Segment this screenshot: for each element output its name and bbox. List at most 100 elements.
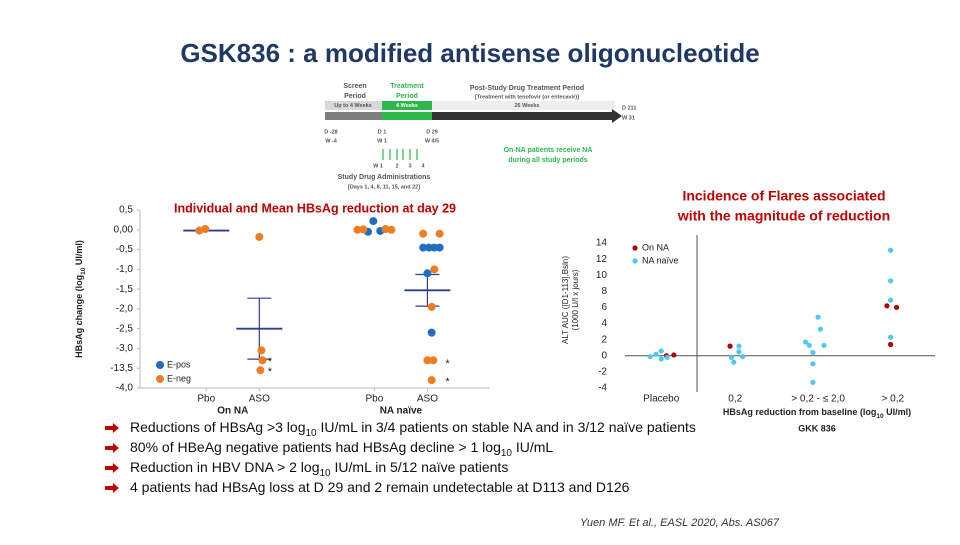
bar <box>325 112 382 120</box>
point <box>736 349 742 355</box>
point <box>806 342 812 348</box>
text-run: HBsAg reduction from baseline (log <box>723 407 877 417</box>
label: Treatment <box>390 83 424 90</box>
annotation: * <box>445 358 450 370</box>
chart-title: with the magnitude of reduction <box>677 208 890 224</box>
point <box>419 229 428 238</box>
subscript: 10 <box>306 428 318 439</box>
point <box>256 366 265 375</box>
bullet-text: Reduction in HBV DNA > 2 log10 IU/mL in … <box>130 459 508 479</box>
label: W 1 <box>377 138 387 144</box>
chart-title: Incidence of Flares associated <box>682 188 885 204</box>
annotation: * <box>268 356 273 368</box>
label: [Days 1, 4, 8, 11, 15, and 22] <box>348 184 420 190</box>
y-tick-label: -2,5 <box>116 323 134 334</box>
x-tick-label: ASO <box>417 394 438 405</box>
admin-arrows <box>382 149 418 160</box>
point <box>671 352 677 358</box>
text-run: Reductions of HBsAg >3 log <box>130 419 306 435</box>
point <box>888 247 894 253</box>
label: On-NA patients receive NA <box>504 147 593 154</box>
y-tick-label: 14 <box>596 238 608 249</box>
y-axis-label: ALT AUC ([D1-113],Bsln) <box>561 256 570 344</box>
y-tick-label: 0,5 <box>119 205 133 216</box>
point <box>430 265 439 274</box>
point <box>435 243 444 252</box>
y-tick-label: -0,5 <box>116 244 134 255</box>
legend-label: E-neg <box>167 373 191 383</box>
annotation: * <box>268 366 273 378</box>
citation: Yuen MF. Et al., EASL 2020, Abs. AS067 <box>580 517 780 529</box>
y-tick-label: 8 <box>601 286 607 297</box>
label: Post-Study Drug Treatment Period <box>470 85 584 92</box>
label: 4 Weeks <box>396 103 418 109</box>
y-axis-label: HBsAg change (log10 UI/ml) <box>74 240 87 358</box>
legend-label: E-pos <box>167 359 191 369</box>
x-axis-label: HBsAg reduction from baseline (log10 UI/… <box>723 407 911 420</box>
y-tick-label: -1,5 <box>116 284 134 295</box>
x-tick-label: Pbo <box>197 394 215 405</box>
y-tick-label: 6 <box>601 302 607 313</box>
x-tick-label: Placebo <box>643 394 680 405</box>
point <box>731 359 737 365</box>
subscript: 10 <box>320 468 332 479</box>
text-run: 80% of HBeAg negative patients had HBsAg… <box>130 439 501 455</box>
text-run: UI/ml) <box>884 407 912 417</box>
band <box>382 101 432 110</box>
label: Period <box>396 93 418 100</box>
point <box>353 225 362 234</box>
bullet-text: 4 patients had HBsAg loss at D 29 and 2 … <box>130 479 630 495</box>
x-tick-label: > 0,2 <box>882 394 905 405</box>
y-tick-label: -4 <box>598 383 607 394</box>
point <box>664 354 670 360</box>
point <box>429 356 438 365</box>
timeline: Screen Period Up to 4 Weeks Treatment Pe… <box>324 83 636 191</box>
x-tick-label: > 0,2 - ≤ 2,0 <box>791 394 845 405</box>
point <box>888 278 894 284</box>
y-tick-label: -2,0 <box>116 304 134 315</box>
label: W -4 <box>325 138 338 144</box>
point <box>888 297 894 303</box>
text-run: Reduction in HBV DNA > 2 log <box>130 459 320 475</box>
text-run: HBsAg change (log <box>74 275 84 358</box>
y-tick-label: 12 <box>596 254 608 265</box>
point <box>258 356 267 365</box>
y-tick-label: -1,0 <box>116 264 134 275</box>
point <box>381 224 390 233</box>
point <box>884 303 890 309</box>
arrow-head <box>612 109 622 123</box>
point <box>427 376 436 385</box>
bar <box>432 112 612 120</box>
bullet-text: 80% of HBeAg negative patients had HBsAg… <box>130 439 553 459</box>
bullet-arrow <box>105 463 119 473</box>
text-run: 4 patients had HBsAg loss at D 29 and 2 … <box>130 479 630 495</box>
point <box>821 342 827 348</box>
label: W 4/5 <box>425 138 439 144</box>
bar <box>382 112 432 120</box>
legend-label: NA naïve <box>642 255 679 265</box>
label: Screen <box>343 83 366 90</box>
label: 2 <box>395 163 398 169</box>
bullet-arrow <box>105 423 119 433</box>
y-tick-label: -3,0 <box>116 343 134 354</box>
point <box>427 302 436 311</box>
x-tick-label: 0,2 <box>728 394 742 405</box>
y-tick-label: -13,5 <box>110 363 133 374</box>
bullet-arrow <box>105 443 119 453</box>
label: [Treatment with tenofovir (or entecavir)… <box>475 94 579 100</box>
legend-swatch <box>632 245 638 251</box>
point <box>888 341 894 348</box>
band <box>432 101 615 110</box>
point <box>802 339 809 345</box>
text-run: IU/mL in 3/4 patients on stable NA and i… <box>317 419 696 435</box>
point <box>810 349 816 356</box>
label: 4 <box>421 163 425 169</box>
point <box>810 379 816 385</box>
label: Up to 4 Weeks <box>334 103 372 109</box>
y-tick-label: 0 <box>601 350 607 361</box>
legend-label: On NA <box>642 242 669 252</box>
slide-title: GSK836 : a modified antisense oligonucle… <box>180 38 759 68</box>
subscript: 10 <box>80 267 87 275</box>
label: D 1 <box>378 129 387 135</box>
